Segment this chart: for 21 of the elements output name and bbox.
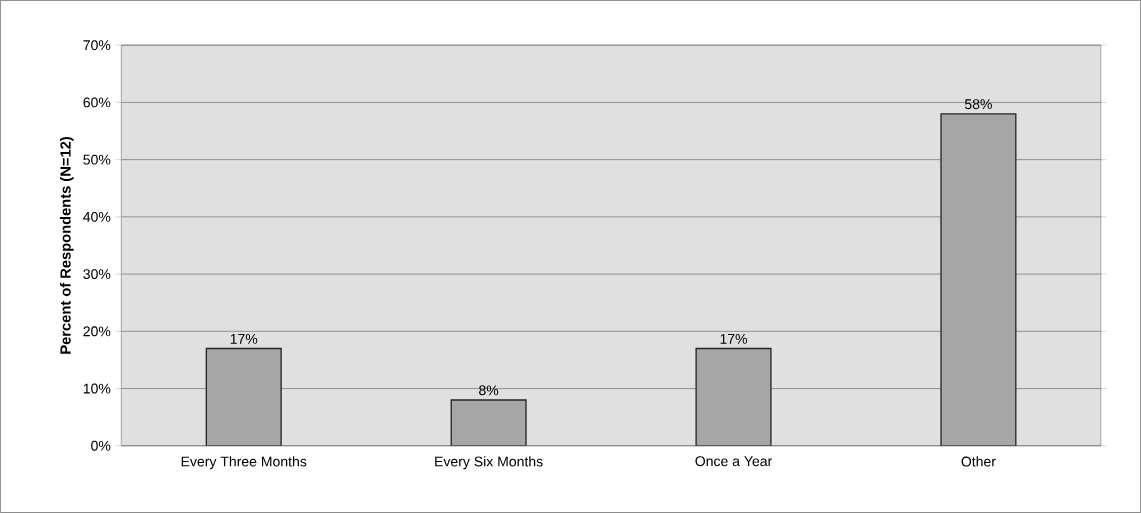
x-tick-label: Every Three Months xyxy=(181,456,307,470)
y-tick-label: 50% xyxy=(83,154,111,165)
x-tick-label: Every Six Months xyxy=(435,456,543,470)
bar xyxy=(450,399,527,446)
x-tick-label: Other xyxy=(961,456,996,467)
y-tick-label: 70% xyxy=(83,40,111,51)
data-label: 17% xyxy=(720,333,748,344)
y-tick-label: 30% xyxy=(83,269,111,280)
y-tick-label: 0% xyxy=(91,440,111,451)
bar xyxy=(695,347,772,446)
data-label: 58% xyxy=(964,99,992,110)
y-axis-title: Percent of Respondents (N=12) xyxy=(59,137,74,354)
bar xyxy=(940,113,1017,446)
y-tick-label: 40% xyxy=(83,211,111,222)
data-label: 17% xyxy=(230,333,258,344)
data-label: 8% xyxy=(479,385,499,396)
bar xyxy=(205,347,282,446)
x-tick-label: Once a Year xyxy=(695,456,772,467)
y-tick-label: 60% xyxy=(83,97,111,108)
y-tick-label: 20% xyxy=(83,326,111,337)
y-tick-label: 10% xyxy=(83,383,111,394)
